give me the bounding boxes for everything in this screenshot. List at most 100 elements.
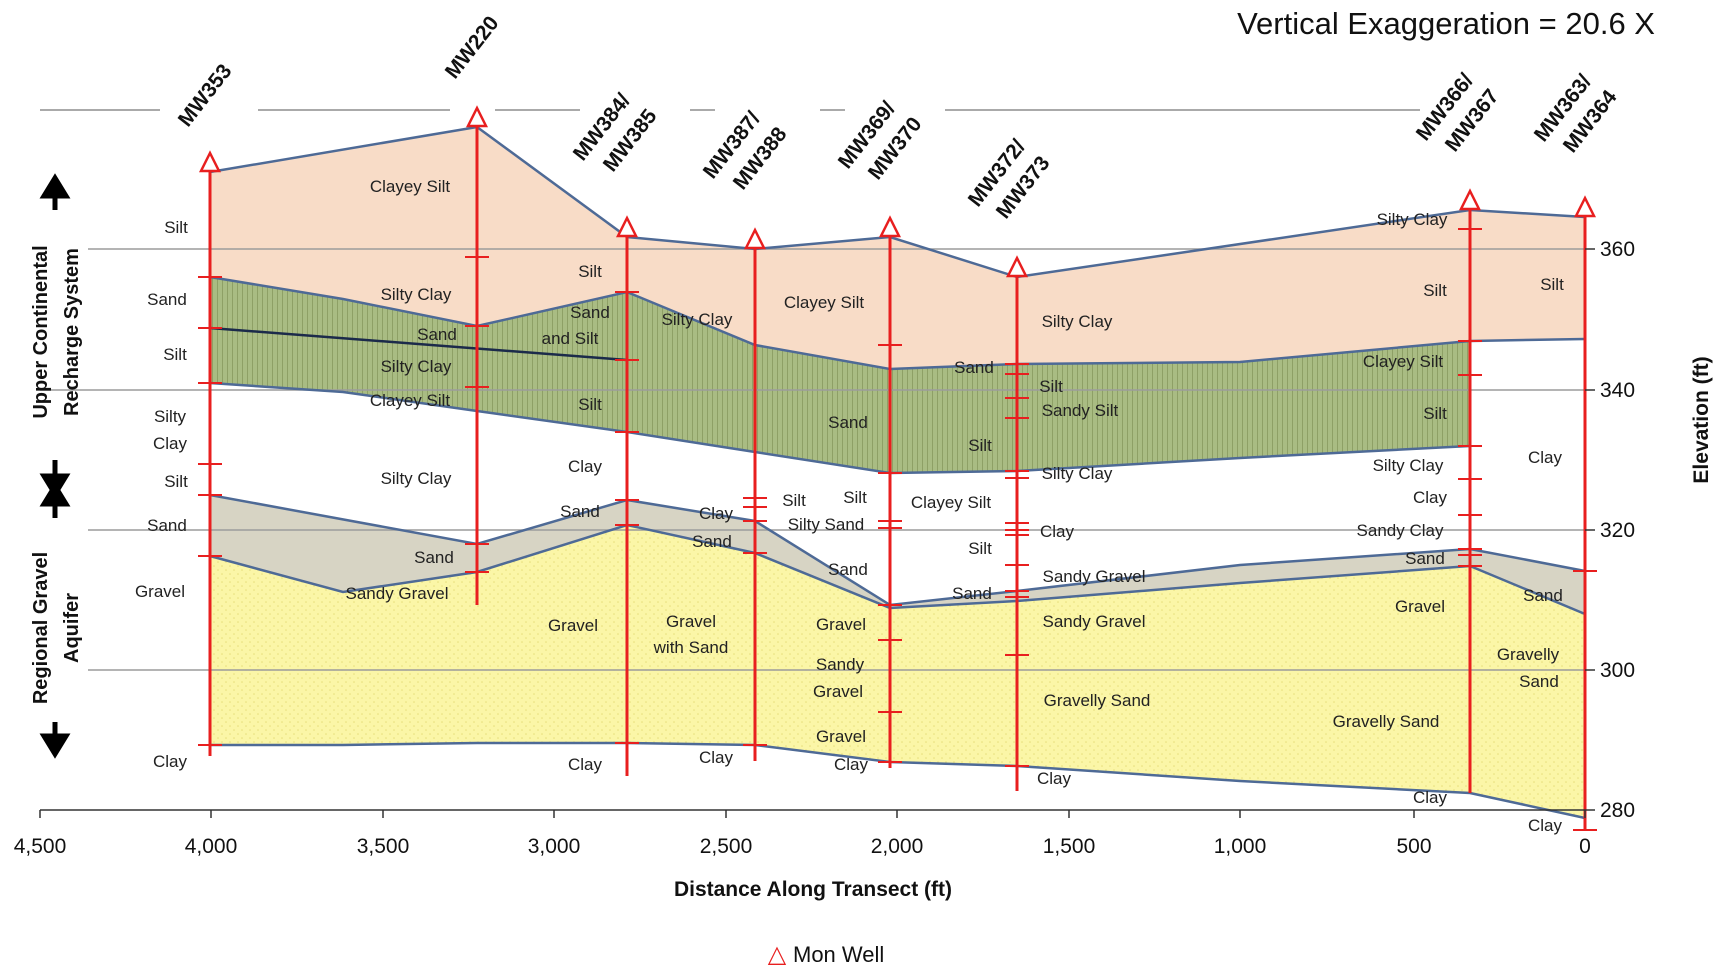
unit-label: Sandy xyxy=(816,655,865,674)
unit-label: Sand xyxy=(570,303,610,322)
unit-label: Sandy Clay xyxy=(1357,521,1444,540)
well-name: MW220 xyxy=(441,12,504,83)
x-tick-label: 2,500 xyxy=(700,835,753,858)
unit-label: Clay xyxy=(1528,448,1563,467)
unit-label: Silt xyxy=(782,491,806,510)
unit-label: Sand xyxy=(414,548,454,567)
unit-label: Gravelly Sand xyxy=(1333,712,1440,731)
unit-label: Sandy Silt xyxy=(1042,401,1119,420)
unit-label: Clay xyxy=(1413,788,1448,807)
unit-label: Clayey Silt xyxy=(911,493,992,512)
unit-label: Silty Clay xyxy=(1042,312,1113,331)
unit-label: Gravelly Sand xyxy=(1044,691,1151,710)
vertical-exaggeration-label: Vertical Exaggeration = 20.6 X xyxy=(1237,6,1655,41)
unit-label: Silt xyxy=(164,472,188,491)
y-tick-label: 360 xyxy=(1600,238,1635,261)
unit-label: with Sand xyxy=(653,638,729,657)
x-tick-label: 1,000 xyxy=(1214,835,1267,858)
x-tick-label: 500 xyxy=(1396,835,1431,858)
unit-labels: Silt Sand Silt Silty Clay Silt Sand Grav… xyxy=(135,177,1564,835)
unit-label: Gravel xyxy=(816,615,866,634)
unit-label: Clayey Silt xyxy=(370,391,451,410)
unit-label: Clay xyxy=(153,752,188,771)
sand-silt-zone xyxy=(210,277,1470,473)
unit-label: Silt xyxy=(968,436,992,455)
y-tick-label: 280 xyxy=(1600,799,1635,822)
sand-zone xyxy=(210,495,1585,614)
unit-label: Clay xyxy=(568,457,603,476)
unit-label: Sand xyxy=(1519,672,1559,691)
unit-label: Gravel xyxy=(813,682,863,701)
unit-label: Clay xyxy=(1413,488,1448,507)
unit-label: Silty Clay xyxy=(381,285,452,304)
unit-label: Sand xyxy=(417,325,457,344)
unit-label: Clay xyxy=(699,748,734,767)
unit-label: Clay xyxy=(1528,816,1563,835)
legend: △ Mon Well xyxy=(768,940,885,966)
unit-label: Silty Clay xyxy=(381,469,452,488)
unit-label: Silt xyxy=(1039,377,1063,396)
unit-label: Sand xyxy=(692,532,732,551)
unit-label: Clayey Silt xyxy=(784,293,865,312)
unit-label: Sand xyxy=(147,290,187,309)
unit-label: Gravelly xyxy=(1497,645,1560,664)
unit-label: Silt xyxy=(163,345,187,364)
unit-label: Silt xyxy=(164,218,188,237)
unit-label: Silt xyxy=(843,488,867,507)
unit-label: Silty Clay xyxy=(381,357,452,376)
unit-label: Sandy Gravel xyxy=(346,584,449,603)
unit-label: Clay xyxy=(568,755,603,774)
upper-system-label: Upper Continental xyxy=(30,245,52,418)
x-tick-label: 4,000 xyxy=(185,835,238,858)
unit-label: Sand xyxy=(560,502,600,521)
x-tick-label: 2,000 xyxy=(871,835,924,858)
unit-label: Sand xyxy=(1405,549,1445,568)
unit-label: Clayey Silt xyxy=(370,177,451,196)
unit-label: Sand xyxy=(828,560,868,579)
x-tick-label: 4,500 xyxy=(14,835,67,858)
unit-label: Clay xyxy=(834,755,869,774)
unit-label: Silt xyxy=(1423,404,1447,423)
x-axis-title: Distance Along Transect (ft) xyxy=(674,878,952,901)
y-tick-label: 320 xyxy=(1600,519,1635,542)
unit-label: Silt xyxy=(1423,281,1447,300)
unit-label: Silt xyxy=(578,262,602,281)
unit-label: Clayey Silt xyxy=(1363,352,1444,371)
x-tick-label: 1,500 xyxy=(1043,835,1096,858)
lower-system-label: Regional Gravel xyxy=(30,552,52,704)
gravel-zone xyxy=(210,525,1585,818)
unit-label: Silt xyxy=(578,395,602,414)
unit-label: Sandy Gravel xyxy=(1043,567,1146,586)
y-axis: 360 340 320 300 280 Elevation (ft) xyxy=(1585,238,1713,822)
system-labels: Upper Continental Recharge System Region… xyxy=(30,173,83,759)
dark-contact-line xyxy=(209,326,628,362)
monitoring-wells xyxy=(198,105,1597,831)
unit-label: Sand xyxy=(147,516,187,535)
unit-label: Silty Clay xyxy=(1042,464,1113,483)
unit-label: Silt xyxy=(968,539,992,558)
unit-label: Silt xyxy=(1540,275,1564,294)
mon-well-symbol: △ xyxy=(768,940,787,966)
x-axis: 4,500 4,000 3,500 3,000 2,500 2,000 1,50… xyxy=(14,809,1591,901)
unit-label: Silty Clay xyxy=(1373,456,1444,475)
x-tick-label: 3,000 xyxy=(528,835,581,858)
x-tick-label: 0 xyxy=(1579,835,1591,858)
unit-label: Sand xyxy=(954,358,994,377)
unit-label: Gravel xyxy=(1395,597,1445,616)
unit-label: Silty Sand xyxy=(788,515,865,534)
unit-label: Clay xyxy=(1037,769,1072,788)
unit-label: Clay xyxy=(153,434,188,453)
y-tick-label: 340 xyxy=(1600,379,1635,402)
mon-well-label: Mon Well xyxy=(793,942,884,966)
unit-label: Silty Clay xyxy=(662,310,733,329)
unit-label: Clay xyxy=(1040,522,1075,541)
unit-label: Sand xyxy=(828,413,868,432)
unit-label: and Silt xyxy=(542,329,599,348)
unit-label: Silty xyxy=(154,407,187,426)
unit-label: Sand xyxy=(1523,586,1563,605)
unit-label: Clay xyxy=(699,504,734,523)
y-axis-title: Elevation (ft) xyxy=(1690,356,1713,483)
lower-system-label: Aquifer xyxy=(61,593,83,663)
upper-system-label: Recharge System xyxy=(61,248,83,416)
